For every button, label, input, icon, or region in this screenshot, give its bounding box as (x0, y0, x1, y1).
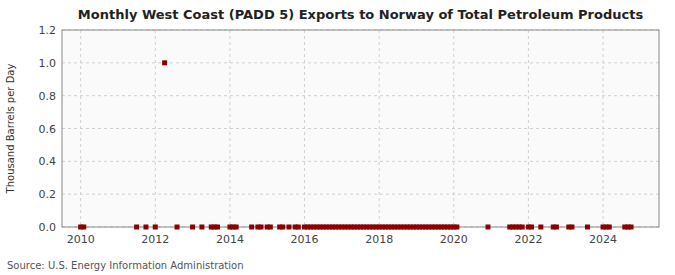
x-tick-label: 2022 (514, 233, 542, 246)
y-tick-label: 0.4 (39, 155, 57, 168)
point (454, 225, 459, 230)
y-tick-label: 0.2 (39, 188, 57, 201)
chart: 0.0 0.2 0.4 0.6 0.8 1.0 1.2 2010 2012 2014 2016 201… (0, 0, 675, 275)
point (629, 225, 634, 230)
x-grid-line (155, 30, 156, 227)
y-grid-line (62, 128, 659, 129)
plot-area (62, 30, 659, 227)
x-tick-label: 2010 (67, 233, 95, 246)
x-grid-line (229, 30, 230, 227)
y-grid-line (62, 194, 659, 195)
point (529, 225, 534, 230)
plot-frame (62, 30, 659, 227)
point (162, 60, 167, 65)
point (585, 225, 590, 230)
x-grid-line (453, 30, 454, 227)
y-tick-label: 1.2 (39, 24, 57, 37)
point (215, 225, 220, 230)
point (81, 225, 86, 230)
points (78, 60, 633, 229)
y-tick-label: 0.0 (39, 221, 57, 234)
point (520, 225, 525, 230)
point (234, 225, 239, 230)
point (485, 225, 490, 230)
point (554, 225, 559, 230)
y-tick-label: 1.0 (39, 57, 57, 70)
grid (62, 30, 659, 227)
x-tick-label: 2012 (141, 233, 169, 246)
point (296, 225, 301, 230)
x-tick-label: 2016 (291, 233, 319, 246)
point (607, 225, 612, 230)
point (153, 225, 158, 230)
y-grid-line (62, 62, 659, 63)
x-grid-line (304, 30, 305, 227)
point (286, 225, 291, 230)
y-tick-label: 0.6 (39, 123, 57, 136)
point (175, 225, 180, 230)
x-grid-line (379, 30, 380, 227)
x-grid-line (528, 30, 529, 227)
title: Monthly West Coast (PADD 5) Exports to N… (78, 7, 644, 22)
x-tick-label: 2024 (589, 233, 617, 246)
x-grid-line (80, 30, 81, 227)
x-tick-label: 2014 (216, 233, 244, 246)
point (258, 225, 263, 230)
source-note: Source: U.S. Energy Information Administ… (7, 260, 244, 271)
x-tick-label: 2018 (365, 233, 393, 246)
y-tick-label: 0.8 (39, 90, 57, 103)
point (190, 225, 195, 230)
x-grid-line (603, 30, 604, 227)
point (249, 225, 254, 230)
point (134, 225, 139, 230)
point (280, 225, 285, 230)
point (268, 225, 273, 230)
y-grid-line (62, 95, 659, 96)
point (538, 225, 543, 230)
y-grid-line (62, 161, 659, 162)
point (199, 225, 204, 230)
y-axis-label: Thousand Barrels per Day (5, 64, 16, 195)
x-tick-label: 2020 (440, 233, 468, 246)
point (569, 225, 574, 230)
point (143, 225, 148, 230)
